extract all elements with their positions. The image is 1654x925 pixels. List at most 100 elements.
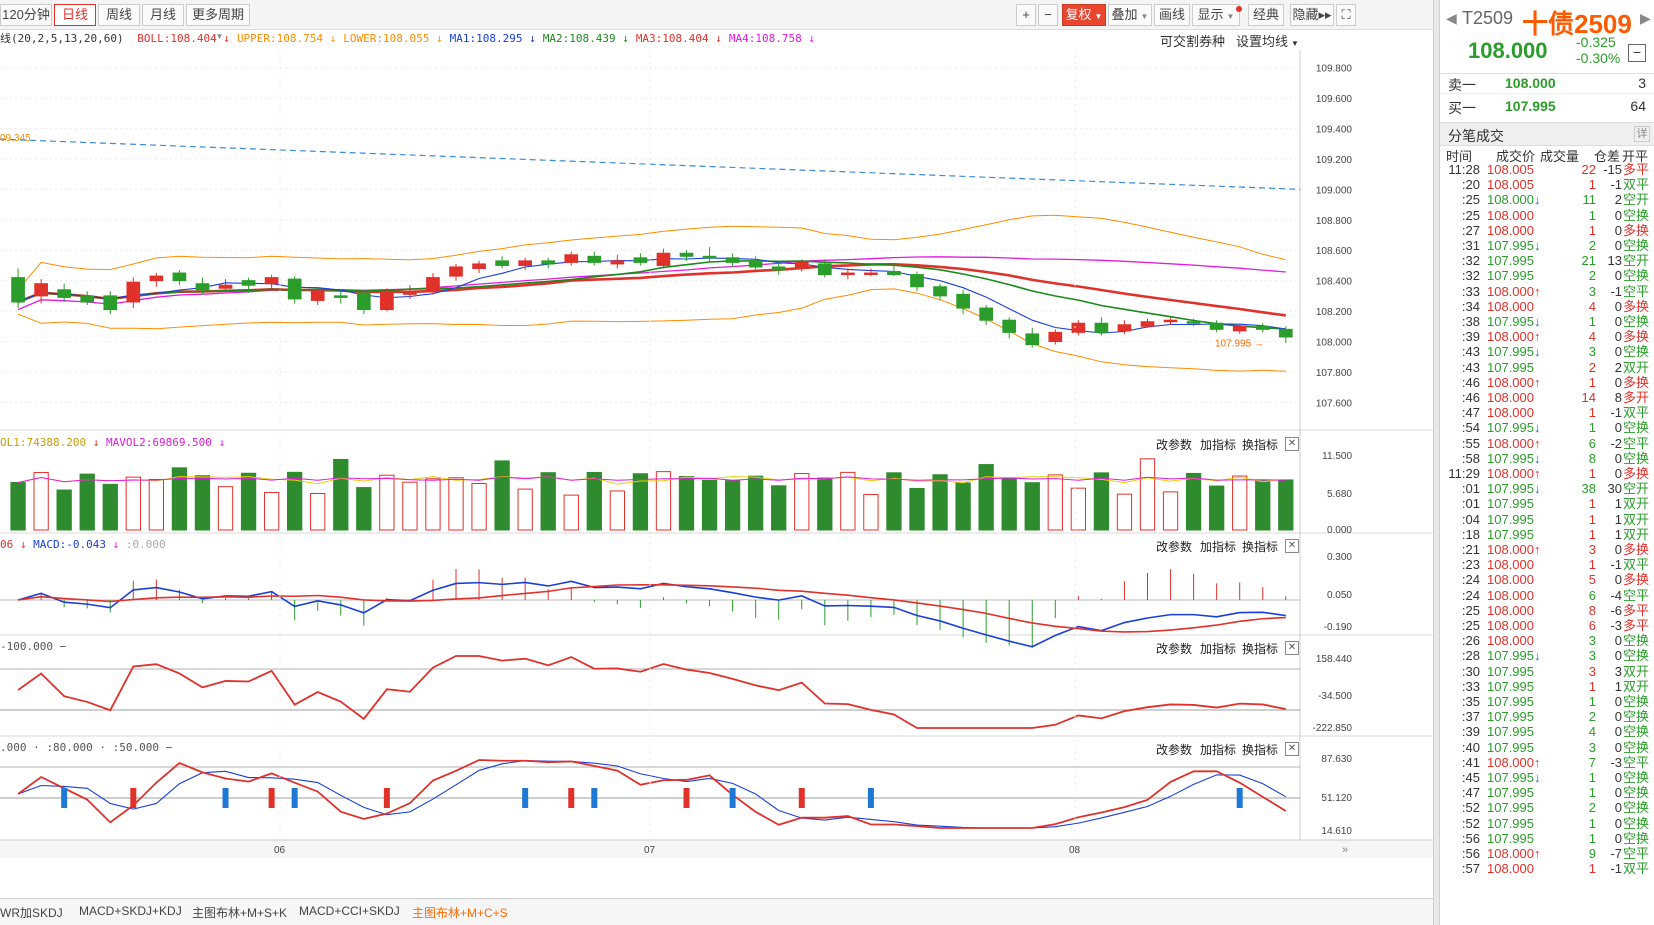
- classic-button[interactable]: 经典: [1248, 4, 1284, 26]
- chevron-down-icon: ▼: [215, 32, 224, 41]
- edit-params-button[interactable]: 改参数: [1156, 438, 1193, 452]
- add-indicator-button[interactable]: 加指标: [1200, 743, 1237, 757]
- add-indicator-button[interactable]: 加指标: [1200, 540, 1237, 554]
- scroll-right-icon: »: [1342, 844, 1348, 856]
- detail-button[interactable]: 详: [1634, 126, 1650, 142]
- minimize-icon[interactable]: −: [1628, 44, 1646, 62]
- tab-wr-skdj[interactable]: WR加SKDJ: [0, 906, 63, 920]
- kdj-cross-marker: [522, 788, 529, 808]
- fullscreen-icon[interactable]: ⛶: [1336, 4, 1356, 26]
- prev-arrow-icon[interactable]: ◀: [1446, 10, 1457, 26]
- candle-body: [1209, 322, 1224, 330]
- tick-row: :04 107.995 1 1 双开: [1440, 512, 1654, 527]
- switch-indicator-button[interactable]: 换指标: [1242, 438, 1279, 452]
- draw-button[interactable]: 画线: [1154, 4, 1190, 26]
- volume-bar: [494, 460, 510, 531]
- switch-indicator-button[interactable]: 换指标: [1242, 642, 1279, 656]
- edit-params-button[interactable]: 改参数: [1156, 540, 1193, 554]
- close-panel-icon[interactable]: ✕: [1285, 641, 1299, 655]
- tick-type: 双开: [1623, 678, 1650, 694]
- tick-type: 多换: [1623, 374, 1650, 390]
- candle-body: [864, 272, 878, 276]
- y-tick-label: 108.000: [1316, 338, 1353, 349]
- close-panel-icon[interactable]: ✕: [1285, 437, 1299, 451]
- close-panel-icon[interactable]: ✕: [1285, 742, 1299, 756]
- tick-oi: 0: [1614, 709, 1622, 725]
- tick-volume: 4: [1588, 298, 1596, 314]
- tick-oi: 0: [1614, 314, 1622, 329]
- tick-oi: 0: [1614, 420, 1622, 436]
- tick-volume: 1: [1588, 222, 1596, 238]
- tick-type: 多平: [1623, 618, 1650, 633]
- tick-row: :25 108.000↓ 11 2 空开: [1440, 192, 1654, 207]
- switch-indicator-button[interactable]: 换指标: [1242, 743, 1279, 757]
- tab-boll-m-s-k[interactable]: 主图布林+M+S+K: [192, 906, 288, 920]
- tick-price: 107.995: [1487, 663, 1534, 679]
- tick-price: 108.000: [1487, 572, 1534, 588]
- ask-price: 108.000: [1505, 75, 1556, 91]
- col-open-close: 开平: [1622, 149, 1649, 164]
- tick-time: :25: [1461, 207, 1480, 223]
- kdj-cross-marker: [798, 788, 805, 808]
- overlay-button[interactable]: 叠加 ▼: [1108, 4, 1152, 26]
- tick-oi: 0: [1614, 770, 1622, 785]
- deliverable-bonds-link[interactable]: 可交割券种: [1160, 34, 1226, 49]
- tab-macd-skdj-kdj[interactable]: MACD+SKDJ+KDJ: [79, 904, 182, 918]
- close-panel-icon[interactable]: ✕: [1285, 539, 1299, 553]
- boll-upper: [17, 214, 1286, 291]
- vol-ma2: [17, 476, 1286, 483]
- tick-oi: 0: [1614, 830, 1622, 846]
- period-120min[interactable]: 120分钟: [0, 4, 52, 26]
- period-weekly[interactable]: 周线: [98, 4, 140, 26]
- tab-macd-cci-skdj[interactable]: MACD+CCI+SKDJ: [299, 904, 400, 918]
- zoom-in-button[interactable]: +: [1016, 4, 1036, 26]
- volume-bar: [563, 494, 579, 531]
- more-periods-dropdown[interactable]: 更多周期 ▼: [186, 4, 250, 41]
- tick-price: 108.005: [1487, 162, 1534, 177]
- tick-oi: 0: [1614, 344, 1622, 360]
- kline-chart[interactable]: 109.800 109.600 109.400 109.200 109.000 108.8…: [0, 50, 1433, 920]
- add-indicator-button[interactable]: 加指标: [1200, 642, 1237, 656]
- edit-params-button[interactable]: 改参数: [1156, 642, 1193, 656]
- candle-body: [518, 260, 532, 266]
- tick-type: 多开: [1623, 390, 1650, 405]
- kdj-cross-marker: [268, 788, 275, 808]
- tick-price: 108.000↑: [1487, 374, 1541, 390]
- tick-price: 107.995: [1487, 511, 1534, 527]
- candle-body: [57, 289, 72, 298]
- tick-time: :30: [1461, 663, 1480, 679]
- volume-bar: [356, 487, 372, 531]
- change-value: -0.325: [1576, 34, 1616, 50]
- tick-oi: 30: [1607, 481, 1622, 497]
- chevron-down-icon: ▼: [1094, 12, 1103, 21]
- volume-bar: [33, 472, 49, 531]
- tick-oi: 0: [1614, 815, 1622, 831]
- macd-legend: 06 ↓ MACD:-0.043 ↓ :0.000: [0, 538, 166, 551]
- candle-body: [126, 281, 141, 303]
- tick-oi: 1: [1614, 526, 1622, 542]
- zoom-out-button[interactable]: −: [1038, 4, 1058, 26]
- display-button[interactable]: 显示 ▼: [1192, 4, 1240, 26]
- period-monthly[interactable]: 月线: [142, 4, 184, 26]
- tick-price: 108.000↑: [1487, 283, 1541, 299]
- tick-oi: 0: [1614, 800, 1622, 816]
- tab-boll-m-c-s[interactable]: 主图布林+M+C+S: [412, 906, 508, 920]
- ma-settings-dropdown[interactable]: 设置均线 ▼: [1236, 31, 1299, 50]
- tick-volume: 8: [1588, 450, 1596, 466]
- kdj-cross-marker: [683, 788, 690, 808]
- tick-type: 多换: [1623, 222, 1650, 238]
- edit-params-button[interactable]: 改参数: [1156, 743, 1193, 757]
- next-arrow-icon[interactable]: ▶: [1640, 10, 1651, 26]
- add-indicator-button[interactable]: 加指标: [1200, 438, 1237, 452]
- tick-volume: 2: [1588, 800, 1596, 816]
- vol-y-tick: 0.000: [1327, 525, 1352, 536]
- switch-indicator-button[interactable]: 换指标: [1242, 540, 1279, 554]
- candle-body: [564, 254, 579, 263]
- tick-oi: 0: [1614, 572, 1622, 588]
- hide-button[interactable]: 隐藏▸▸: [1290, 4, 1334, 26]
- adjust-button[interactable]: 复权 ▼: [1062, 4, 1106, 26]
- splitter[interactable]: [1433, 0, 1440, 925]
- period-daily[interactable]: 日线: [54, 4, 96, 26]
- vol-y-tick: 5.680: [1327, 489, 1352, 500]
- kdj-cross-marker: [130, 788, 137, 808]
